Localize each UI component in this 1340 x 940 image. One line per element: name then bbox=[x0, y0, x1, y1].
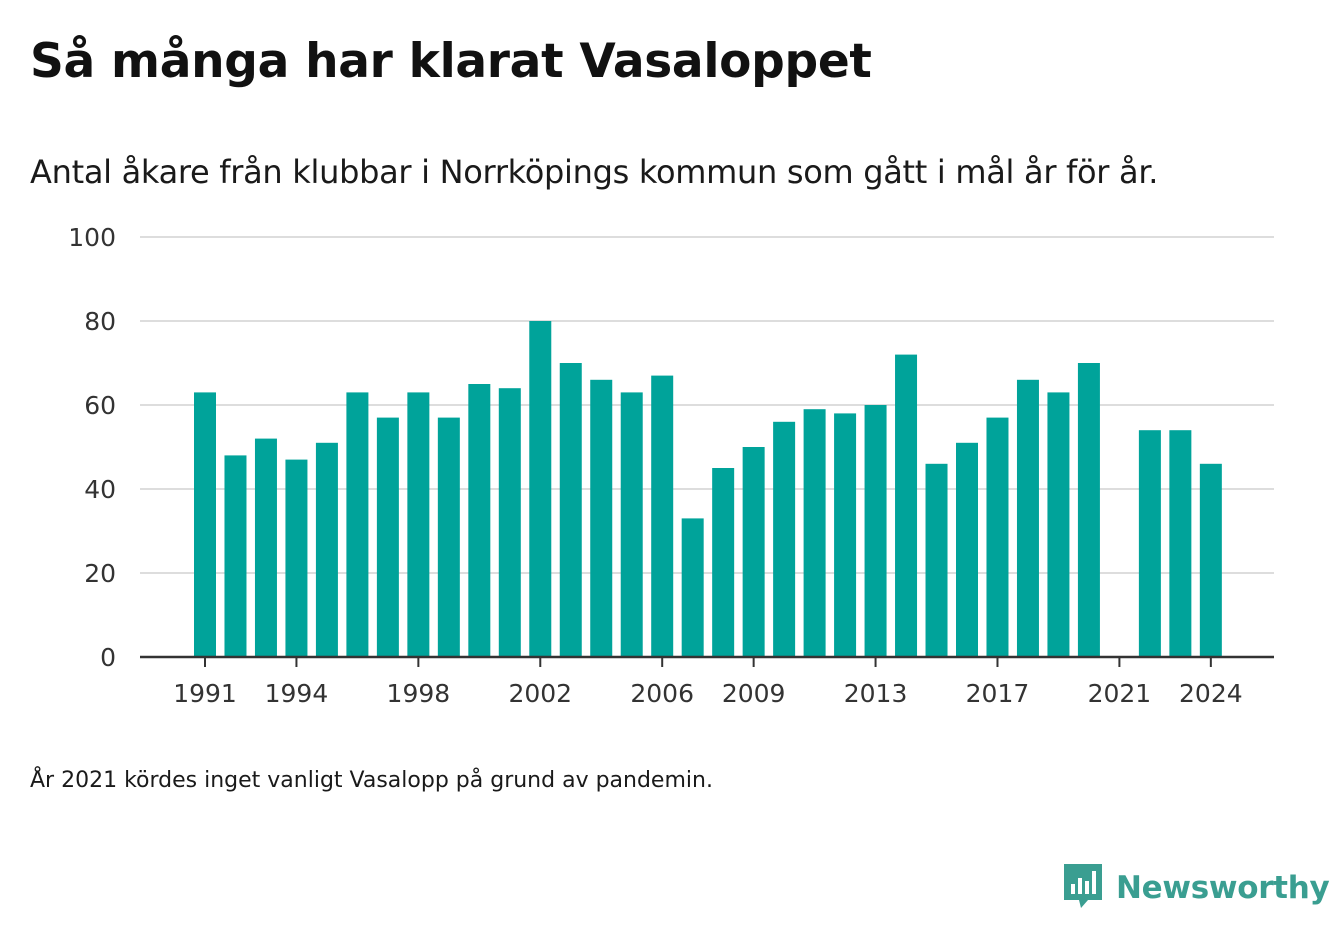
gridlines bbox=[140, 236, 1274, 574]
bar-2018[interactable] bbox=[1016, 379, 1039, 657]
bar-2023[interactable] bbox=[1169, 430, 1192, 657]
bar-2016[interactable] bbox=[956, 442, 978, 657]
y-tick-label: 0 bbox=[100, 643, 116, 672]
bar-2013[interactable] bbox=[864, 405, 887, 657]
bar-2007[interactable] bbox=[681, 518, 704, 657]
bar-2004[interactable] bbox=[590, 379, 613, 657]
x-tick-label: 2006 bbox=[630, 679, 694, 708]
x-tick-label: 2013 bbox=[844, 679, 908, 708]
bar-2012[interactable] bbox=[834, 413, 857, 657]
bar-2002[interactable] bbox=[529, 321, 552, 657]
newsworthy-logo[interactable]: Newsworthy bbox=[1062, 862, 1330, 914]
bar-2000[interactable] bbox=[468, 384, 491, 657]
bar-2001[interactable] bbox=[498, 388, 521, 657]
bar-2017[interactable] bbox=[986, 417, 1009, 657]
chart-subtitle: Antal åkare från klubbar i Norrköpings k… bbox=[30, 153, 1159, 191]
bar-1994[interactable] bbox=[285, 459, 308, 657]
bar-2020[interactable] bbox=[1077, 363, 1100, 657]
y-tick-label: 80 bbox=[84, 307, 116, 336]
chart-title: Så många har klarat Vasaloppet bbox=[30, 34, 872, 89]
bar-2011[interactable] bbox=[803, 409, 826, 657]
bar-1998[interactable] bbox=[407, 392, 430, 657]
x-tick-label: 2002 bbox=[508, 679, 572, 708]
bar-2006[interactable] bbox=[651, 375, 674, 657]
bar-1991[interactable] bbox=[194, 392, 216, 657]
bar-2009[interactable] bbox=[742, 447, 765, 657]
x-tick-label: 2017 bbox=[966, 679, 1030, 708]
x-axis-ticks: 1991 1994 1998 2002 2006 2009 2013 2017 2021 2024 bbox=[173, 657, 1243, 708]
footnote: År 2021 kördes inget vanligt Vasalopp på… bbox=[30, 768, 713, 793]
bar-2022[interactable] bbox=[1138, 430, 1161, 657]
brand-name: Newsworthy bbox=[1116, 870, 1330, 906]
y-tick-label: 40 bbox=[84, 475, 116, 504]
bar-1999[interactable] bbox=[437, 417, 460, 657]
bar-1992[interactable] bbox=[224, 455, 247, 657]
bars bbox=[194, 321, 1222, 657]
x-tick-label: 2021 bbox=[1088, 679, 1152, 708]
bar-2014[interactable] bbox=[895, 354, 918, 657]
bar-1993[interactable] bbox=[254, 438, 277, 657]
bar-2015[interactable] bbox=[925, 463, 948, 657]
bar-2005[interactable] bbox=[620, 392, 643, 657]
bar-1997[interactable] bbox=[376, 417, 399, 657]
bar-2019[interactable] bbox=[1047, 392, 1070, 657]
x-tick-label: 1998 bbox=[387, 679, 451, 708]
bar-chart: 0 20 40 60 80 100 1991 1994 1998 2002 2006 2009 201… bbox=[68, 223, 1274, 708]
bar-1996[interactable] bbox=[346, 392, 369, 657]
y-tick-label: 100 bbox=[68, 223, 116, 252]
y-tick-label: 60 bbox=[84, 391, 116, 420]
x-tick-label: 2009 bbox=[722, 679, 786, 708]
bar-2010[interactable] bbox=[773, 421, 796, 657]
x-tick-label: 2024 bbox=[1179, 679, 1243, 708]
bar-chart-speech-bubble-icon bbox=[1062, 862, 1104, 914]
bar-2003[interactable] bbox=[559, 363, 582, 657]
y-axis-ticks: 0 20 40 60 80 100 bbox=[68, 223, 116, 672]
x-tick-label: 1991 bbox=[173, 679, 237, 708]
x-tick-label: 1994 bbox=[265, 679, 329, 708]
bar-2008[interactable] bbox=[712, 468, 735, 657]
bar-2024[interactable] bbox=[1199, 463, 1222, 657]
y-tick-label: 20 bbox=[84, 559, 116, 588]
bar-1995[interactable] bbox=[315, 442, 338, 657]
